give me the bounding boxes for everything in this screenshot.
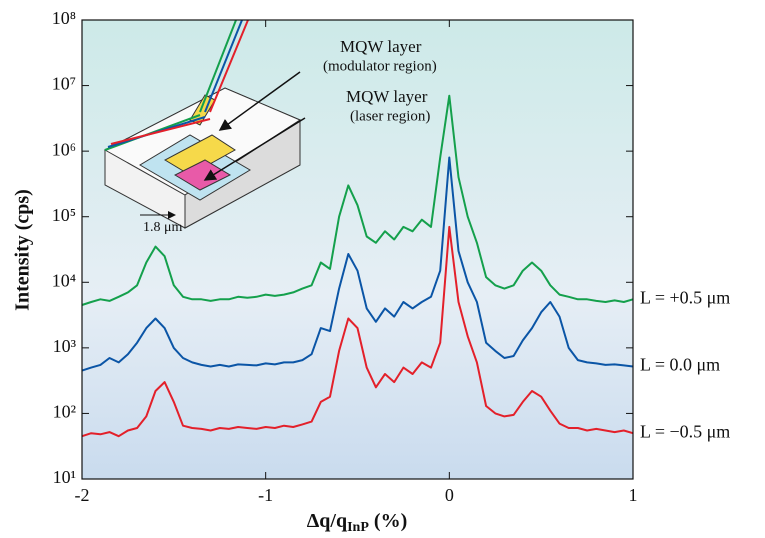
legend-label: L = 0.0 μm <box>640 355 720 375</box>
y-tick-label: 10⁷ <box>52 74 76 94</box>
y-tick-label: 10³ <box>53 336 77 356</box>
x-axis-label: Δq/qInP (%) <box>307 510 407 536</box>
x-axis-label-part: (%) <box>374 510 407 532</box>
x-tick-label: 1 <box>629 485 638 505</box>
x-tick-label: -1 <box>258 485 273 505</box>
legend-label: L = −0.5 μm <box>640 421 730 441</box>
x-axis-label-sub: InP <box>347 520 369 535</box>
y-tick-label: 10¹ <box>53 467 76 487</box>
y-tick-label: 10⁵ <box>52 205 76 225</box>
y-tick-label: 10² <box>53 402 76 422</box>
annotation: (modulator region) <box>323 58 437 74</box>
annotation: MQW layer <box>346 87 428 106</box>
x-axis-label-part: Δq/q <box>307 510 347 532</box>
annotation: 1.8 μm <box>143 220 183 235</box>
y-tick-label: 10⁴ <box>52 270 76 290</box>
legend-label: L = +0.5 μm <box>640 287 730 307</box>
x-tick-label: -2 <box>75 485 90 505</box>
y-tick-label: 10⁸ <box>52 8 76 28</box>
x-tick-label: 0 <box>445 485 454 505</box>
y-tick-label: 10⁶ <box>52 139 76 159</box>
annotation: (laser region) <box>350 108 430 124</box>
annotation: MQW layer <box>340 37 422 56</box>
chart: MQW layer (modulator region) MQW layer (… <box>0 0 765 538</box>
y-axis-label: Intensity (cps) <box>12 189 34 311</box>
